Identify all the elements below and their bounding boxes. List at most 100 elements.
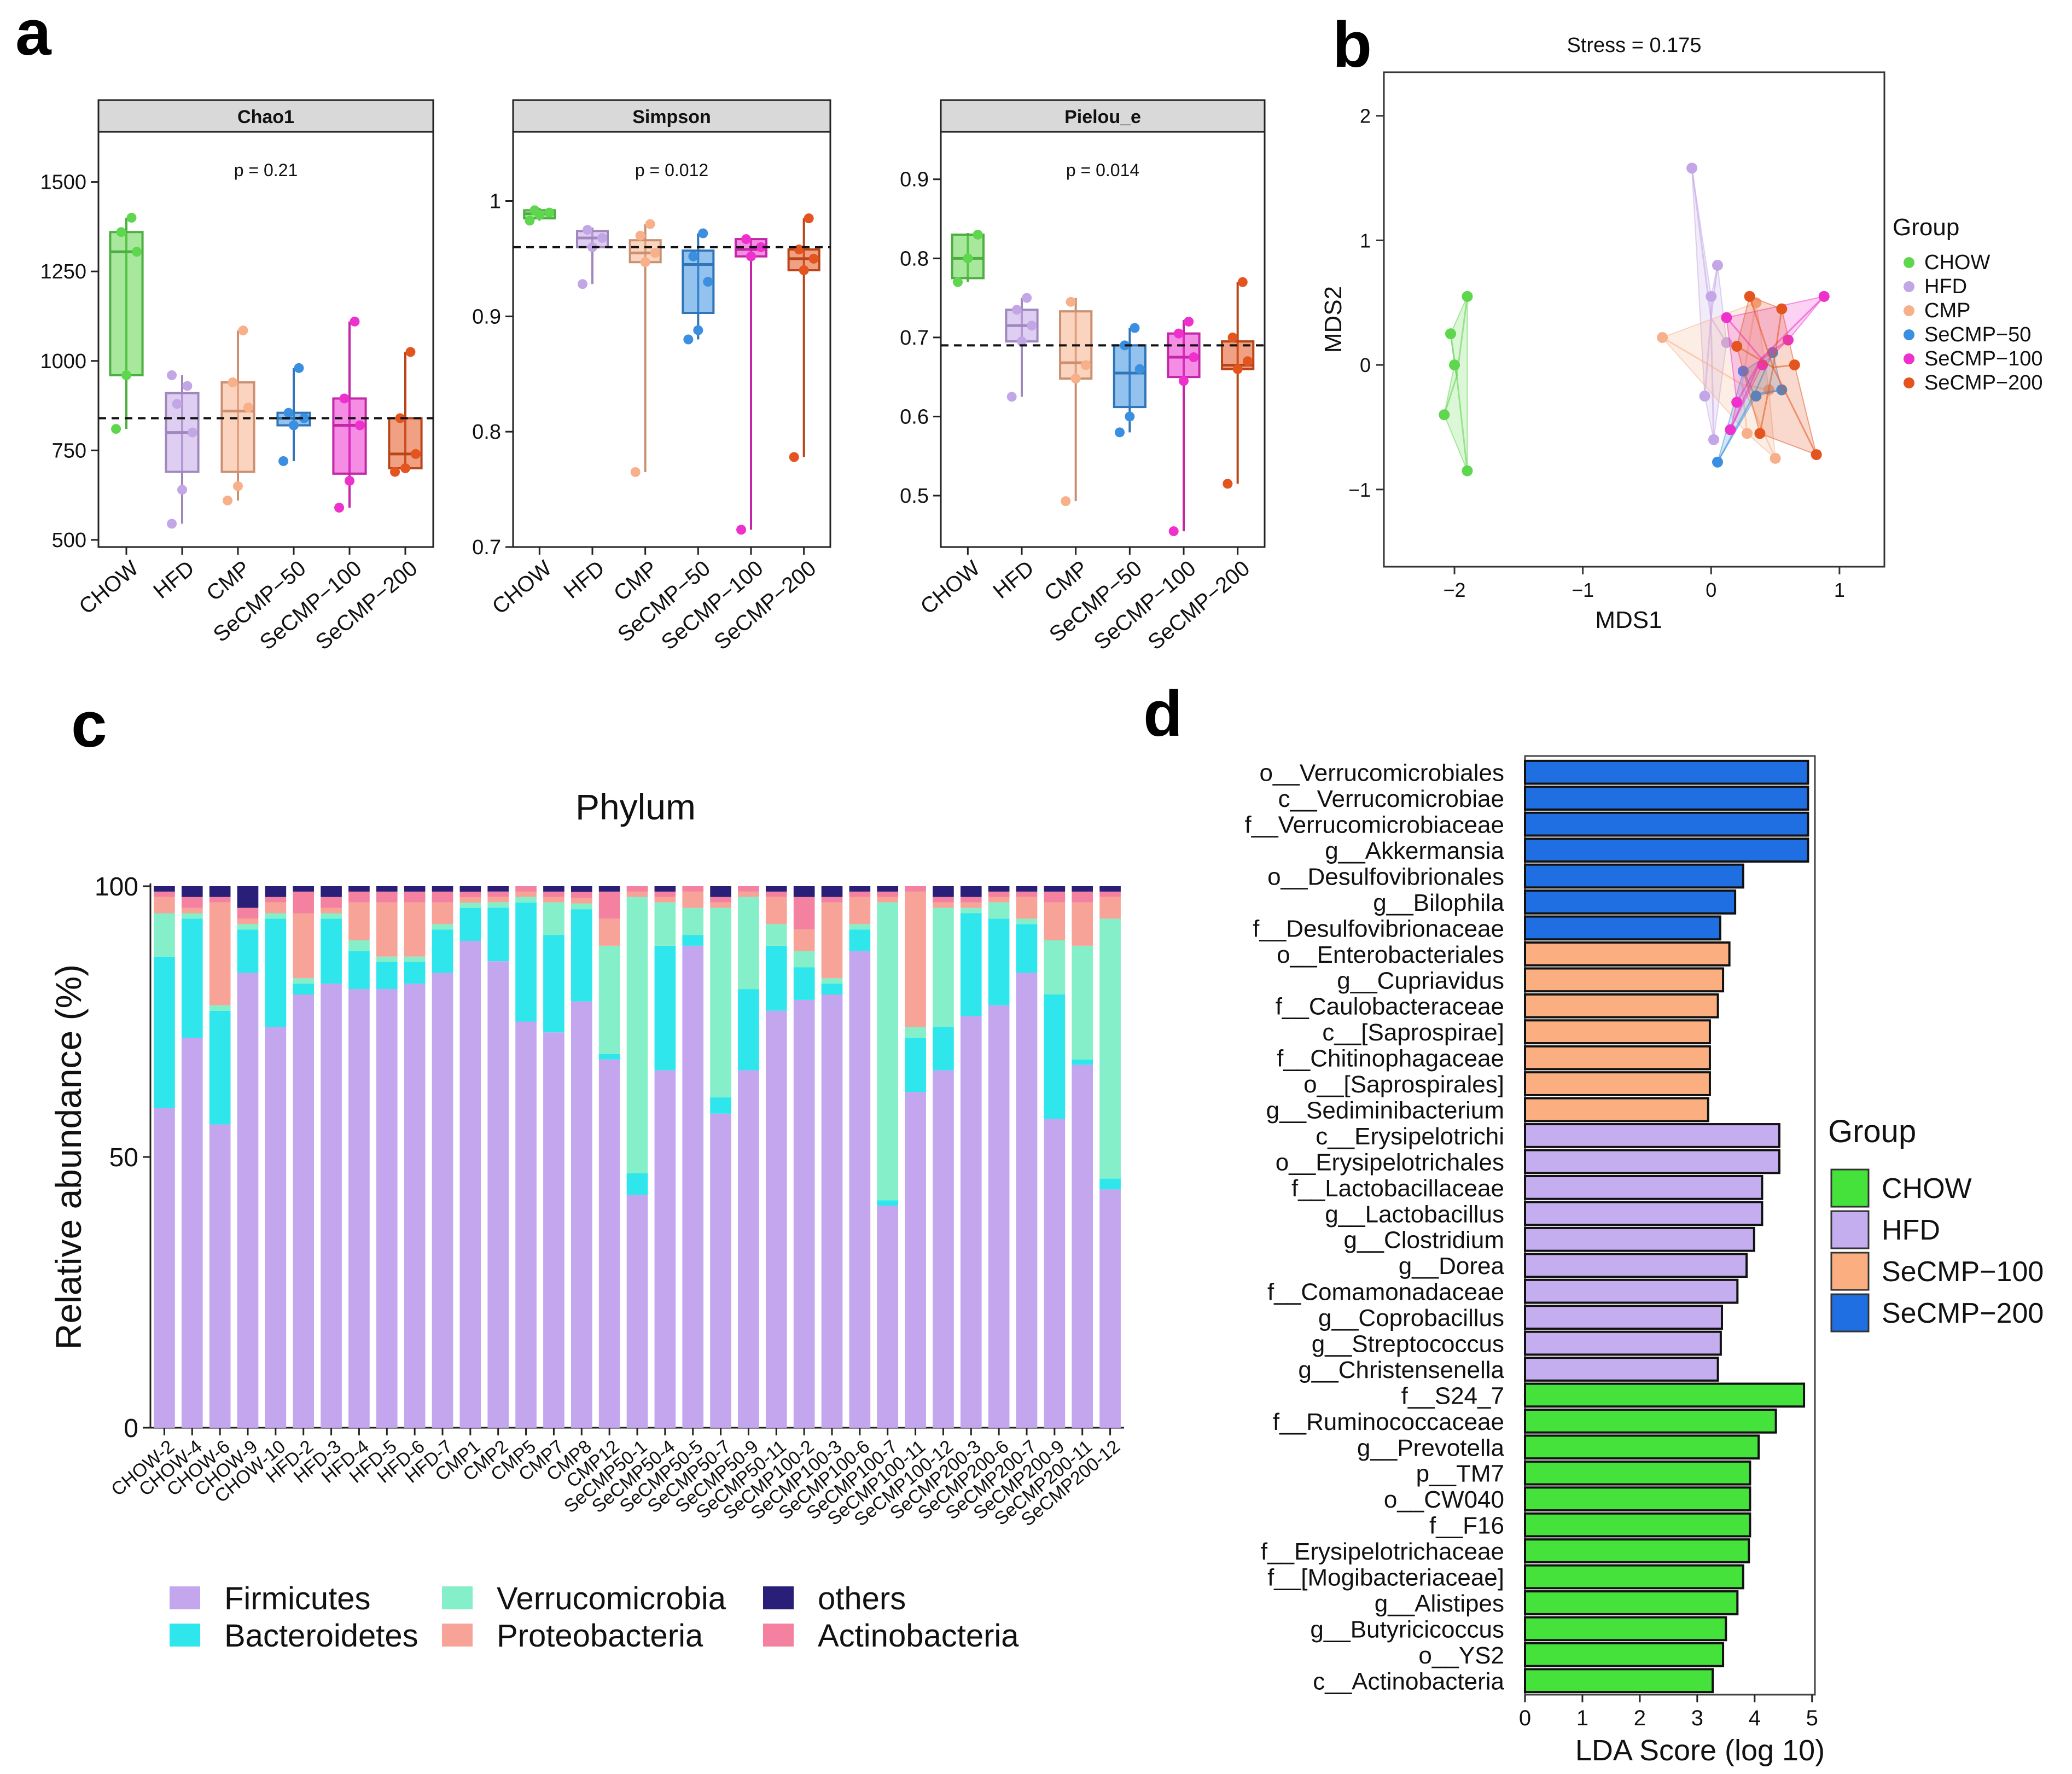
bar-segment-proteobacteria bbox=[793, 929, 815, 951]
bar-segment-others bbox=[598, 886, 620, 892]
data-point bbox=[1242, 356, 1253, 367]
bar-segment-proteobacteria bbox=[1099, 897, 1121, 919]
group-SeCMP-100 bbox=[1721, 290, 1830, 435]
bar-segment-others bbox=[765, 886, 787, 892]
bar-segment-actinobacteria bbox=[459, 892, 481, 897]
data-point bbox=[1708, 434, 1719, 445]
bar-segment-others bbox=[877, 886, 899, 892]
y-tick-label: 1250 bbox=[40, 260, 86, 283]
bar-segment-verrucomicrobia bbox=[1099, 918, 1121, 1179]
stress-label: Stress = 0.175 bbox=[1567, 34, 1701, 57]
bar-segment-actinobacteria bbox=[1099, 891, 1121, 897]
data-point bbox=[1776, 303, 1788, 315]
bar-segment-verrucomicrobia bbox=[793, 951, 815, 968]
spider-line bbox=[1704, 318, 1712, 397]
data-point bbox=[187, 427, 197, 438]
data-point bbox=[334, 503, 345, 513]
bar-segment-verrucomicrobia bbox=[765, 924, 787, 946]
lda-bar bbox=[1524, 993, 1719, 1019]
bar-segment-bacteroidetes bbox=[1099, 1178, 1121, 1190]
bar-segment-actinobacteria bbox=[515, 886, 537, 892]
bar-segment-proteobacteria bbox=[988, 897, 1010, 903]
data-point bbox=[390, 467, 400, 477]
bar-segment-verrucomicrobia bbox=[237, 924, 259, 930]
bar-segment-verrucomicrobia bbox=[487, 902, 509, 908]
feature-label: f__Comamonadaceae bbox=[1267, 1279, 1504, 1306]
data-point bbox=[746, 251, 756, 261]
box-iqr bbox=[682, 249, 715, 315]
bar-segment-others bbox=[1072, 886, 1093, 892]
feature-label: g__Prevotella bbox=[1357, 1434, 1505, 1461]
data-point bbox=[177, 485, 187, 495]
data-point bbox=[755, 242, 766, 252]
data-point bbox=[1770, 452, 1781, 464]
group-hull bbox=[1717, 351, 1783, 463]
bar-segment-firmicutes bbox=[515, 1021, 537, 1428]
bar-segment-actinobacteria bbox=[181, 897, 203, 908]
legend-key bbox=[442, 1586, 473, 1609]
bar-segment-firmicutes bbox=[321, 984, 342, 1428]
feature-label: o__YS2 bbox=[1418, 1642, 1504, 1669]
legend-title: Group bbox=[1828, 1114, 1916, 1149]
legend-label: others bbox=[818, 1581, 906, 1616]
bar-segment-others bbox=[988, 886, 1010, 892]
legend-key bbox=[170, 1624, 200, 1647]
bar-segment-firmicutes bbox=[459, 941, 481, 1428]
panel-letter-d: d bbox=[1143, 678, 1183, 750]
bar-segment-proteobacteria bbox=[543, 897, 564, 903]
lda-bar bbox=[1524, 1149, 1780, 1174]
bar-segment-firmicutes bbox=[626, 1195, 648, 1428]
lda-bar bbox=[1524, 1512, 1751, 1538]
y-tick-label: 0.6 bbox=[900, 405, 929, 428]
x-tick-label: 4 bbox=[1749, 1706, 1761, 1730]
feature-label: g__Alistipes bbox=[1375, 1590, 1504, 1617]
feature-label: g__Coprobacillus bbox=[1318, 1305, 1504, 1331]
x-tick-label: 3 bbox=[1691, 1706, 1703, 1730]
spider-line bbox=[1710, 318, 1715, 440]
bar-segment-verrucomicrobia bbox=[877, 902, 899, 1201]
x-tick-label: HFD bbox=[988, 556, 1038, 604]
p-value-annotation: p = 0.012 bbox=[635, 160, 708, 180]
y-tick-label: 1000 bbox=[40, 350, 86, 373]
plot-frame bbox=[940, 131, 1266, 548]
bar-segment-proteobacteria bbox=[849, 897, 871, 924]
legend-key bbox=[763, 1624, 794, 1647]
legend-label: SeCMP−100 bbox=[1882, 1256, 2044, 1288]
y-tick-label: −1 bbox=[1348, 479, 1371, 501]
bar-segment-firmicutes bbox=[1016, 973, 1038, 1428]
lda-bar bbox=[1524, 1278, 1739, 1304]
lda-bar bbox=[1524, 1382, 1806, 1408]
bar-segment-actinobacteria bbox=[849, 891, 871, 897]
bar-segment-verrucomicrobia bbox=[209, 1005, 231, 1011]
data-point bbox=[278, 456, 289, 466]
bar-segment-actinobacteria bbox=[960, 897, 982, 903]
plot-frame bbox=[512, 131, 831, 548]
y-tick-label: 1500 bbox=[40, 171, 86, 194]
data-point bbox=[111, 424, 121, 434]
data-point bbox=[126, 213, 137, 223]
lda-bar bbox=[1524, 967, 1725, 993]
feature-label: c__Erysipelotrichi bbox=[1316, 1123, 1504, 1150]
bar-segment-firmicutes bbox=[793, 999, 815, 1428]
lda-bar bbox=[1524, 1097, 1709, 1122]
bar-segment-firmicutes bbox=[933, 1070, 954, 1428]
legend-key bbox=[1904, 257, 1914, 268]
bar-segment-firmicutes bbox=[598, 1059, 620, 1428]
bar-segment-firmicutes bbox=[849, 951, 871, 1428]
data-point bbox=[1699, 391, 1710, 402]
bar-segment-firmicutes bbox=[348, 989, 370, 1428]
bar-segment-bacteroidetes bbox=[1044, 994, 1066, 1119]
facet-strip bbox=[97, 99, 434, 133]
panel-d-lefse: o__Verrucomicrobialesc__Verrucomicrobiae… bbox=[1245, 755, 2044, 1767]
y-tick-label: 0 bbox=[1360, 354, 1371, 376]
data-point bbox=[808, 253, 819, 264]
lda-bar bbox=[1524, 1123, 1780, 1148]
bar-segment-bacteroidetes bbox=[988, 918, 1010, 1005]
legend-label: Bacteroidetes bbox=[224, 1618, 418, 1654]
bar-segment-bacteroidetes bbox=[738, 989, 759, 1071]
feature-label: f__S24_7 bbox=[1401, 1382, 1504, 1409]
bar-segment-bacteroidetes bbox=[321, 918, 342, 984]
bar-segment-proteobacteria bbox=[293, 913, 315, 979]
